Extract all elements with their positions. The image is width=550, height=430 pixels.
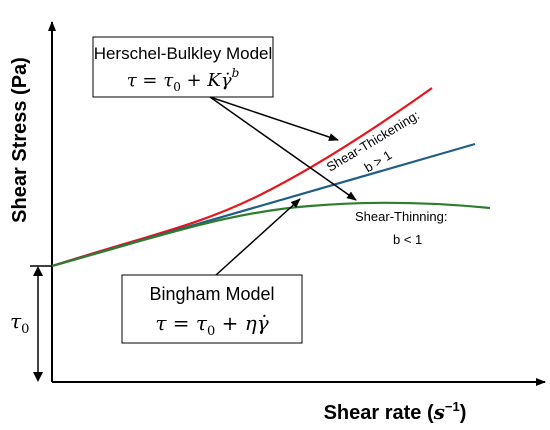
shear-thinning-curve xyxy=(51,201,491,268)
y-axis-label: Shear Stress (Pa) xyxy=(9,57,31,223)
arrow-to-thickening xyxy=(209,96,339,141)
herschel-bulkley-title: Herschel-Bulkley Model xyxy=(94,44,273,63)
yield-stress-arrow-down xyxy=(33,372,43,382)
herschel-bulkley-equation: τ = τ0 + Kγ̇b xyxy=(127,66,240,94)
herschel-bulkley-box xyxy=(92,36,274,98)
x-axis-label: Shear rate (s−1) xyxy=(324,399,467,424)
shear-thinning-label: Shear-Thinning: xyxy=(355,209,448,224)
arrow-to-bingham-line xyxy=(215,198,301,276)
arrow-to-thinning xyxy=(209,96,357,201)
shear-thinning-condition: b < 1 xyxy=(393,232,422,247)
shear-thickening-curve xyxy=(51,87,433,268)
bingham-title: Bingham Model xyxy=(149,284,274,304)
bingham-equation: τ = τ0 + ηγ̇ xyxy=(155,311,268,339)
tau0-label: τ0 xyxy=(10,309,29,337)
yield-stress-arrow-up xyxy=(33,266,43,276)
bingham-box xyxy=(121,274,303,344)
